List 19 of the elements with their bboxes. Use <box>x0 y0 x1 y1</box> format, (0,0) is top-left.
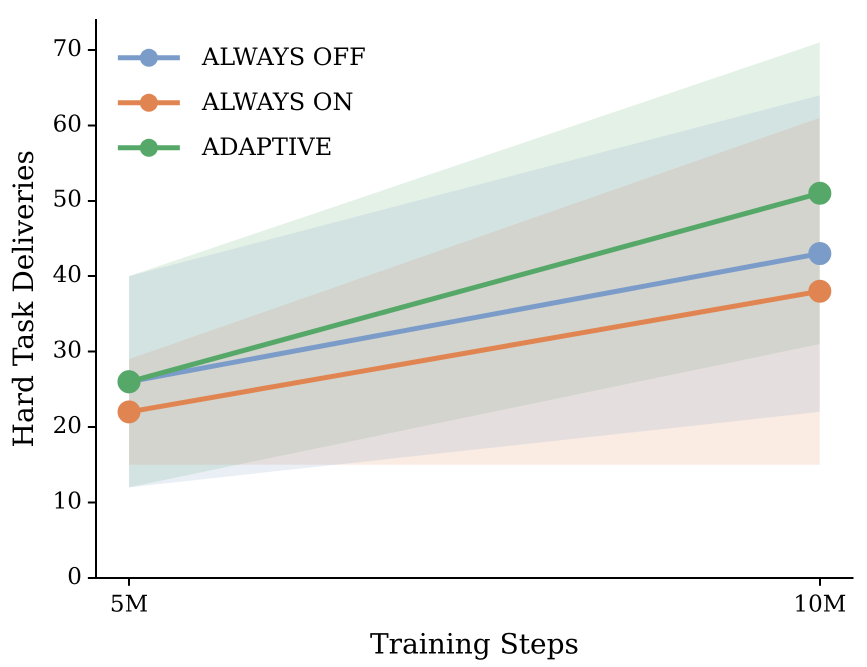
y-tick-label: 0 <box>67 564 82 590</box>
legend-label: ADAPTIVE <box>200 133 332 162</box>
point <box>808 242 832 266</box>
x-tick-label: 10M <box>793 592 846 618</box>
legend-label: ALWAYS ON <box>200 88 354 116</box>
point <box>808 280 832 303</box>
y-axis-title: Hard Task Deliveries <box>7 150 40 448</box>
point <box>118 400 141 424</box>
y-tick-label: 40 <box>52 262 82 288</box>
y-tick-label: 20 <box>52 412 82 439</box>
point <box>808 182 832 205</box>
y-tick-label: 70 <box>52 36 82 62</box>
y-tick-label: 50 <box>52 186 82 213</box>
legend-label: ALWAYS OFF <box>200 43 366 72</box>
x-tick-label: 5M <box>110 592 148 618</box>
y-tick-label: 10 <box>52 488 82 514</box>
y-tick-label: 30 <box>52 338 82 364</box>
x-axis-title: Training Steps <box>370 627 579 660</box>
y-tick-label: 60 <box>52 111 82 138</box>
